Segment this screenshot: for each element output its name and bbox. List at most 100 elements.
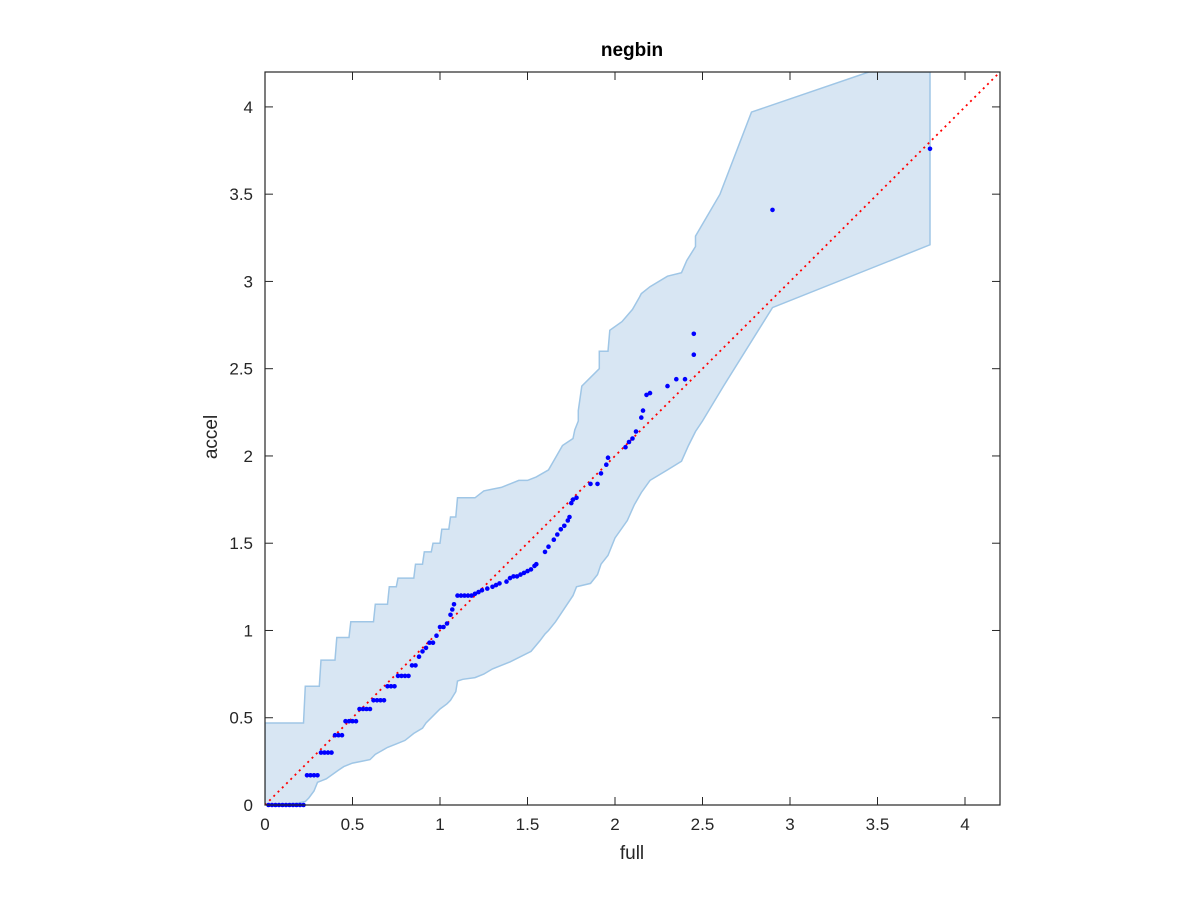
data-point (546, 544, 551, 549)
data-point (682, 376, 688, 382)
data-point (528, 567, 534, 572)
data-point (507, 575, 513, 581)
data-point (674, 376, 679, 382)
data-point (455, 593, 460, 598)
data-point (371, 698, 376, 703)
data-point (605, 455, 611, 461)
data-point (399, 673, 404, 679)
data-point (555, 532, 560, 537)
data-point (633, 429, 639, 434)
confidence-band-layer (265, 72, 931, 805)
data-point (604, 462, 609, 468)
data-point (325, 750, 331, 755)
y-tick-label: 2.5 (229, 360, 253, 379)
data-point (343, 718, 348, 724)
data-point (770, 207, 775, 213)
data-point (381, 698, 387, 703)
data-point (574, 495, 579, 501)
data-point (476, 589, 481, 595)
data-points-layer (266, 146, 933, 808)
x-tick-label: 1 (435, 815, 444, 834)
data-point (416, 654, 422, 659)
data-point (497, 581, 502, 586)
data-point (322, 750, 327, 755)
data-point (395, 673, 401, 679)
reference-line (265, 72, 1000, 805)
data-point (448, 612, 453, 618)
data-point (315, 773, 320, 778)
data-point (311, 773, 317, 778)
data-point (434, 633, 439, 638)
data-point (518, 572, 523, 577)
plot-frame (264, 71, 1001, 806)
data-point (402, 673, 408, 679)
data-point (444, 621, 450, 626)
data-point (691, 331, 697, 337)
y-tick-label: 1.5 (229, 534, 253, 553)
data-point (332, 732, 338, 738)
data-point (388, 684, 394, 689)
data-point (647, 390, 653, 396)
data-point (534, 561, 539, 567)
data-point (378, 698, 383, 703)
y-axis-label: accel (201, 415, 222, 459)
data-point (644, 392, 649, 398)
data-point (569, 500, 574, 506)
data-point (450, 607, 455, 612)
data-point (514, 574, 520, 579)
data-point (430, 640, 436, 645)
data-point (336, 732, 341, 738)
ticks-layer: 0 0.5 1 1.5 2 2.5 3 3.5 4 0 0.5 1 1.5 2 2.5 3 3.5 4 (229, 72, 1000, 834)
data-point (623, 444, 628, 450)
x-tick-label: 0.5 (341, 815, 365, 834)
data-point (562, 523, 567, 529)
data-point (511, 574, 516, 579)
data-point (595, 481, 600, 487)
y-tick-label: 1 (244, 621, 253, 640)
data-point (392, 684, 397, 689)
data-point (318, 750, 324, 755)
data-point (385, 684, 390, 689)
data-point (353, 718, 359, 724)
data-point (567, 514, 572, 520)
data-point (367, 706, 373, 712)
data-point (374, 698, 380, 703)
data-point (598, 471, 604, 476)
data-point (469, 593, 474, 598)
data-point (640, 408, 646, 413)
data-point (472, 591, 478, 597)
axes-layer (264, 71, 1001, 806)
data-point (493, 582, 499, 588)
x-tick-label: 3.5 (866, 815, 890, 834)
data-point (565, 518, 571, 523)
chart-title: negbin (601, 40, 663, 61)
data-point (427, 640, 432, 645)
data-point (350, 718, 355, 724)
y-tick-label: 2 (244, 447, 253, 466)
x-axis-label: full (620, 843, 644, 864)
x-tick-label: 2.5 (691, 815, 715, 834)
data-point (339, 732, 345, 738)
reference-line-layer (265, 72, 1000, 805)
data-point (406, 673, 411, 679)
y-tick-label: 0 (244, 796, 253, 815)
data-point (558, 527, 564, 532)
x-tick-label: 3 (785, 815, 794, 834)
data-point (479, 588, 485, 593)
y-tick-label: 4 (244, 98, 253, 117)
data-point (451, 602, 457, 607)
y-tick-label: 3 (244, 272, 253, 291)
data-point (570, 497, 576, 502)
data-point (413, 663, 418, 668)
data-point (346, 718, 352, 724)
data-point (551, 537, 557, 542)
data-point (357, 706, 362, 712)
confidence-band (265, 72, 931, 805)
data-point (639, 415, 644, 420)
data-point (521, 570, 527, 576)
x-tick-label: 0 (260, 815, 269, 834)
data-point (308, 773, 313, 778)
data-point (462, 593, 467, 598)
